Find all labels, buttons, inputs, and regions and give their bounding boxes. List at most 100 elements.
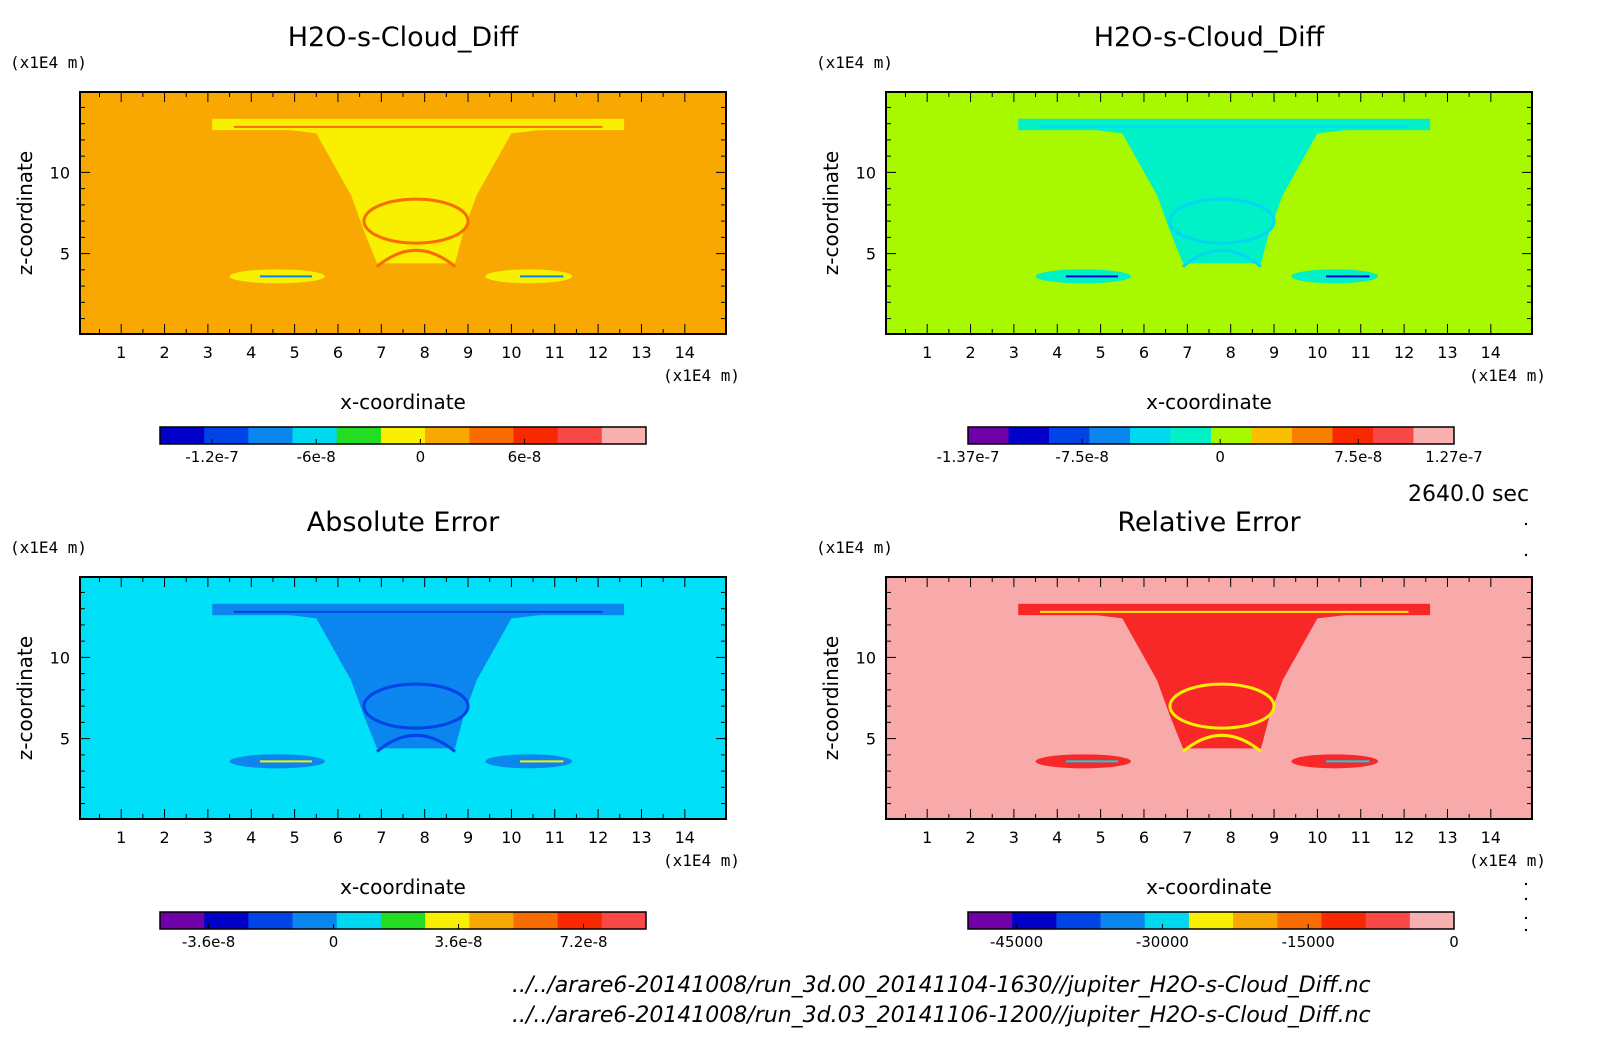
y-axis-label: z-coordinate (13, 636, 37, 760)
x-tick-label: 7 (1182, 343, 1192, 362)
colorbar-tick-label: 0 (329, 933, 339, 951)
x-tick-label: 12 (588, 828, 608, 847)
colorbar-swatch (601, 427, 647, 444)
x-tick-label: 4 (246, 828, 256, 847)
x-tick-label: 1 (922, 343, 932, 362)
cloud-feature (212, 603, 625, 769)
time-label: 2640.0 sec (1408, 482, 1530, 507)
colorbar-swatch (1332, 427, 1374, 444)
colorbar-swatch (248, 912, 294, 929)
colorbar-swatch (1056, 912, 1102, 929)
y-tick-label: 5 (866, 730, 876, 749)
x-tick-label: 11 (1351, 343, 1371, 362)
x-tick-label: 13 (1437, 343, 1457, 362)
x-axis-unit: (x1E4 m) (663, 851, 740, 870)
colorbar-swatch (248, 427, 294, 444)
cloud-anvil (1018, 605, 1431, 749)
file-path-2: ../../arare6-20141008/run_3d.03_20141106… (512, 1003, 1371, 1028)
colorbar-tick-label: -45000 (990, 933, 1043, 951)
cloud-stem-arc (376, 733, 456, 753)
cloud-stem-arc (376, 248, 456, 268)
y-tick-label: 10 (50, 648, 70, 667)
x-tick-label: 14 (1481, 343, 1501, 362)
x-tick-label: 3 (203, 828, 213, 847)
x-tick-label: 3 (1009, 828, 1019, 847)
y-axis-unit: (x1E4 m) (10, 538, 87, 557)
x-tick-label: 4 (1052, 343, 1062, 362)
x-tick-label: 8 (420, 828, 430, 847)
colorbar-swatch (1413, 427, 1455, 444)
x-tick-label: 14 (675, 343, 695, 362)
margin-dot (1524, 897, 1528, 901)
cloud-stem-arc (1182, 733, 1262, 753)
x-tick-label: 3 (1009, 343, 1019, 362)
cloud-anvil (212, 605, 625, 749)
x-tick-label: 2 (159, 828, 169, 847)
colorbar: -1.37e-7 -7.5e-8 0 7.5e-8 1.27e-7 (937, 426, 1483, 466)
cloud-anvil (212, 120, 625, 264)
x-tick-label: 12 (1394, 828, 1414, 847)
colorbar-swatch (469, 427, 514, 444)
x-axis-unit: (x1E4 m) (1469, 366, 1546, 385)
margin-dot (1524, 916, 1528, 920)
file-path-1: ../../arare6-20141008/run_3d.00_20141104… (512, 973, 1371, 998)
chart-title: Relative Error (1117, 507, 1301, 538)
x-axis-label: x-coordinate (340, 875, 466, 899)
colorbar-tick-label: 6e-8 (508, 448, 542, 466)
minor-ticks (80, 92, 726, 334)
x-tick-label: 2 (965, 828, 975, 847)
x-tick-label: 6 (333, 828, 343, 847)
x-tick-label: 10 (501, 343, 521, 362)
colorbar-tick-label: 0 (1215, 448, 1225, 466)
colorbar-swatch (1321, 912, 1367, 929)
x-tick-label: 1 (922, 828, 932, 847)
x-tick-label: 13 (631, 828, 651, 847)
chart-panel: H2O-s-Cloud_Diff(x1E4 m)1 2 3 4 5 6 7 8 9 10 11 12 1… (10, 22, 740, 466)
colorbar-frame (159, 911, 647, 930)
x-tick-label: 11 (1351, 828, 1371, 847)
x-tick-label: 8 (1226, 828, 1236, 847)
x-tick-label: 13 (631, 343, 651, 362)
colorbar-swatch (1012, 912, 1057, 929)
margin-dot (1524, 553, 1528, 557)
cloud-top-band (1018, 118, 1431, 131)
x-tick-label: 5 (290, 343, 300, 362)
margin-dot (1524, 522, 1528, 526)
colorbar: -45000 -30000 -15000 0 (967, 911, 1459, 951)
colorbar-swatch (1049, 427, 1090, 444)
x-tick-label: 8 (1226, 343, 1236, 362)
colorbar-swatch (1277, 912, 1322, 929)
y-axis-unit: (x1E4 m) (10, 53, 87, 72)
x-tick-label: 12 (588, 343, 608, 362)
colorbar-tick-label: -7.5e-8 (1055, 448, 1108, 466)
x-tick-label: 6 (1139, 828, 1149, 847)
margin-dot (1524, 928, 1528, 932)
chart-panel: Absolute Error(x1E4 m)1 2 3 4 5 6 7 8 9 10 11 12 13 1… (10, 507, 740, 951)
y-tick-label: 10 (856, 163, 876, 182)
colorbar-tick-label: 0 (1449, 933, 1459, 951)
colorbar: -1.2e-7 -6e-8 0 6e-8 (159, 426, 647, 466)
x-tick-label: 1 (116, 828, 126, 847)
y-tick-label: 5 (60, 730, 70, 749)
colorbar: -3.6e-8 0 3.6e-8 7.2e-8 (159, 911, 647, 951)
cloud-top-band (1018, 603, 1431, 616)
x-tick-label: 9 (463, 828, 473, 847)
colorbar-swatch (204, 912, 249, 929)
colorbar-swatch (292, 912, 338, 929)
colorbar-swatch (557, 912, 603, 929)
y-axis-label: z-coordinate (13, 151, 37, 275)
x-tick-label: 5 (290, 828, 300, 847)
x-tick-label: 1 (116, 343, 126, 362)
x-tick-label: 13 (1437, 828, 1457, 847)
x-tick-label: 12 (1394, 343, 1414, 362)
colorbar-tick-label: 0 (416, 448, 426, 466)
colorbar-swatch (292, 427, 338, 444)
y-tick-label: 10 (50, 163, 70, 182)
x-tick-label: 9 (463, 343, 473, 362)
x-tick-label: 2 (965, 343, 975, 362)
colorbar-swatch (160, 427, 205, 444)
x-tick-label: 14 (675, 828, 695, 847)
colorbar-swatch (1251, 427, 1293, 444)
x-tick-label: 8 (420, 343, 430, 362)
